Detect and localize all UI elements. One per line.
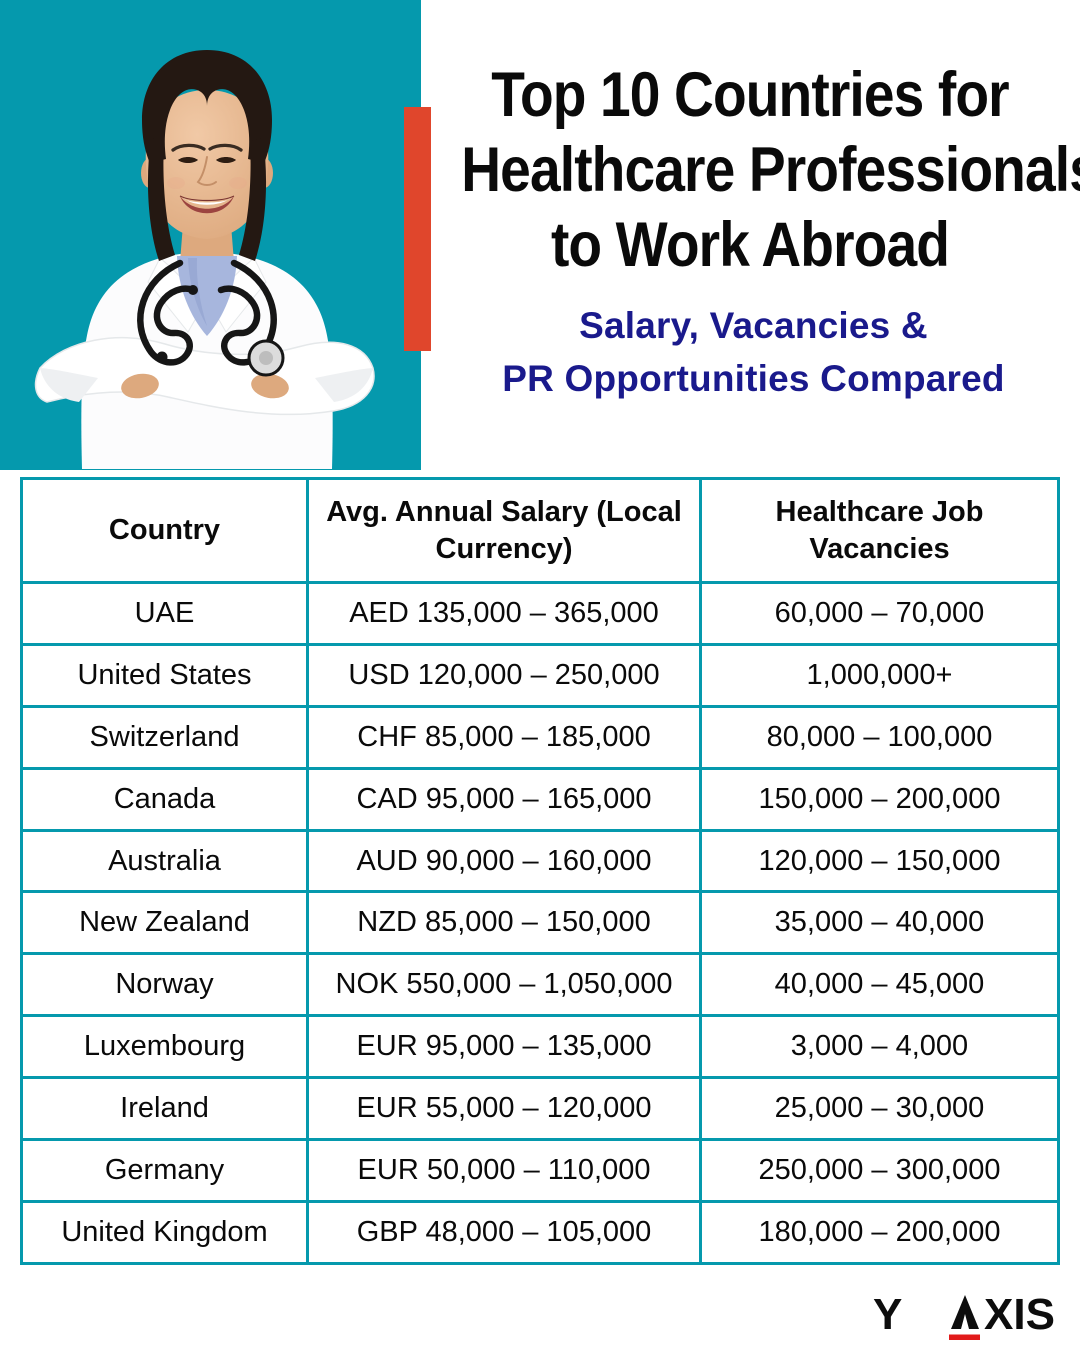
svg-text:Y: Y: [873, 1291, 902, 1339]
svg-text:XIS: XIS: [984, 1291, 1055, 1339]
